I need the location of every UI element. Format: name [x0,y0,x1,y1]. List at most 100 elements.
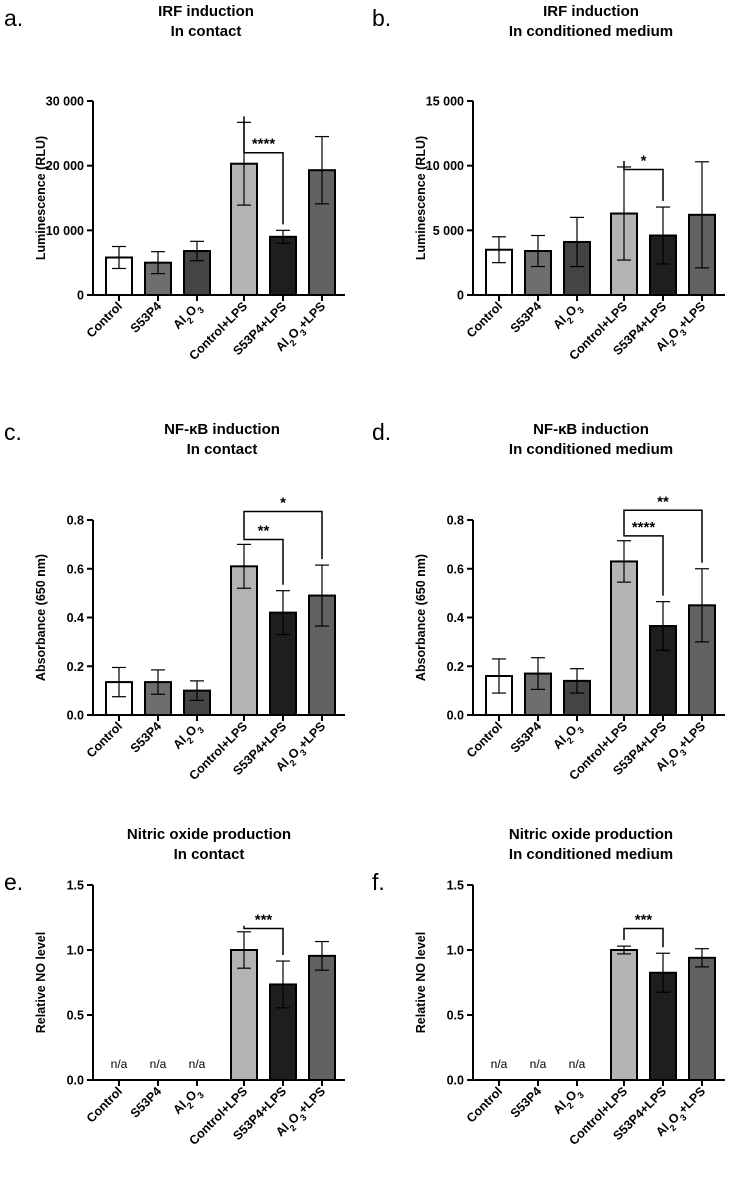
chart-title: IRF induction [543,3,639,20]
chart-panel-b: b. IRF induction In conditioned medium Lumi… [372,3,725,363]
x-tick-label: S53P4 [128,299,164,335]
y-axis-label: Absorbance (650 nm) [34,554,48,681]
y-tick-label: 1.0 [447,944,464,958]
y-tick-label: 0.4 [67,611,84,625]
y-tick-label: 15 000 [426,95,464,109]
y-axis-label: Luminescence (RLU) [34,136,48,260]
significance-label: * [641,153,647,170]
y-tick-label: 0.0 [67,709,84,723]
chart-panel-a: a. IRF induction In contact Luminescence (R… [4,3,345,363]
bar-control-lps [610,949,638,1081]
y-tick-label: 0.6 [67,562,84,576]
significance-label: * [280,494,286,511]
significance-bracket [623,927,664,948]
chart-title: NF-κB induction [533,421,649,438]
y-tick-label: 0.2 [447,660,464,674]
x-tick-label: Control [84,719,125,760]
y-tick-label: 10 000 [426,159,464,173]
y-axis-label: Luminescence (RLU) [414,136,428,260]
y-tick-label: 10 000 [46,224,84,238]
not-available-label: n/a [569,1057,586,1071]
x-tick-label: Control [464,719,505,760]
not-available-label: n/a [530,1057,547,1071]
x-tick-label: Control [84,1084,125,1125]
x-tick-label: Al2O3 [170,299,206,335]
y-tick-label: 1.0 [67,944,84,958]
not-available-label: n/a [189,1057,206,1071]
chart-subtitle: In conditioned medium [509,23,673,40]
x-tick-label: Al2O3 [170,719,206,755]
panel-letter: c. [4,419,22,445]
significance-bracket [623,534,664,596]
x-tick-label: S53P4 [508,1084,544,1120]
y-tick-label: 0.4 [447,611,464,625]
significance-label: *** [255,912,273,929]
y-tick-label: 30 000 [46,95,84,109]
significance-bracket [243,538,284,585]
y-axis-label: Absorbance (650 nm) [414,554,428,681]
chart-title: Nitric oxide production [127,826,291,843]
significance-label: *** [635,912,653,929]
significance-label: ** [258,523,270,540]
chart-subtitle: In conditioned medium [509,846,673,863]
y-tick-label: 0.8 [67,514,84,528]
y-tick-label: 0.0 [447,1074,464,1088]
chart-panel-c: c. NF-κB induction In contact Absorbance (6… [4,419,345,783]
x-tick-label: Control [464,299,505,340]
chart-title: NF-κB induction [164,421,280,438]
x-tick-label: S53P4 [128,719,164,755]
y-tick-label: 0 [77,289,84,303]
bar-al2o3-lps [688,956,716,1081]
panel-letter: e. [4,869,23,895]
significance-label: ** [657,493,669,510]
significance-bracket [243,116,284,225]
x-tick-label: Control [84,299,125,340]
chart-panel-d: d. NF-κB induction In conditioned medium Ab… [372,419,725,783]
significance-bracket [623,160,664,202]
bar-control-lps [230,949,258,1081]
significance-bracket [243,510,323,560]
not-available-label: n/a [491,1057,508,1071]
bar-s53p4-lps [269,983,297,1082]
panel-letter: d. [372,419,391,445]
x-tick-label: Al2O3 [170,1084,206,1120]
y-tick-label: 5 000 [433,224,464,238]
x-tick-label: S53P4 [128,1084,164,1120]
chart-panel-e: e. Nitric oxide production In contact Relat… [4,826,345,1148]
chart-panel-f: f. Nitric oxide production In conditioned … [372,826,725,1148]
y-axis-label: Relative NO level [34,932,48,1033]
chart-subtitle: In conditioned medium [509,441,673,458]
significance-bracket [243,925,284,956]
significance-bracket [623,509,703,563]
y-tick-label: 0.6 [447,562,464,576]
not-available-label: n/a [150,1057,167,1071]
x-tick-label: Control [464,1084,505,1125]
chart-subtitle: In contact [187,441,258,458]
bar-s53p4-lps [269,235,297,297]
y-tick-label: 0.0 [447,709,464,723]
y-tick-label: 0.0 [67,1074,84,1088]
x-tick-label: S53P4 [508,719,544,755]
panel-letter: f. [372,869,385,895]
panel-letter: a. [4,5,23,31]
bar-control-lps [610,560,638,716]
chart-title: Nitric oxide production [509,826,673,843]
x-tick-label: Al2O3 [550,719,586,755]
significance-label: **** [632,519,656,536]
not-available-label: n/a [111,1057,128,1071]
y-tick-label: 0.5 [447,1009,464,1023]
y-tick-label: 0 [457,289,464,303]
y-axis-label: Relative NO level [414,932,428,1033]
bar-al2o3-lps [308,954,336,1081]
y-tick-label: 0.8 [447,514,464,528]
panel-letter: b. [372,5,391,31]
significance-label: **** [252,136,276,153]
y-tick-label: 0.2 [67,660,84,674]
chart-title: IRF induction [158,3,254,20]
y-tick-label: 20 000 [46,159,84,173]
x-tick-label: S53P4 [508,299,544,335]
x-tick-label: Al2O3 [550,299,586,335]
chart-subtitle: In contact [174,846,245,863]
chart-subtitle: In contact [171,23,242,40]
